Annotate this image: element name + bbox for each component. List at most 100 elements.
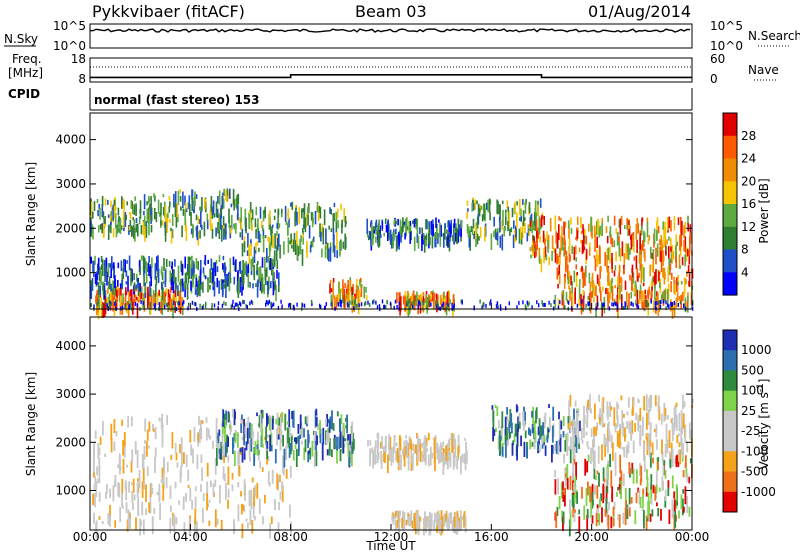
velocity-cell-5-209: [682, 470, 685, 478]
power-cell-2-234: [138, 260, 141, 273]
power-cell-1-66: [96, 290, 98, 299]
velocity-cell-1-80: [250, 423, 253, 441]
velocity-cell-0-99: [279, 474, 281, 482]
velocity-cell-3-50: [445, 514, 447, 522]
power-cell-4-114: [264, 206, 266, 219]
velocity-cell-6-18: [574, 447, 577, 452]
velocity-cell-6-142: [605, 438, 608, 447]
power-cell-9-17: [539, 218, 542, 228]
power-cell-9-166: [629, 247, 631, 255]
power-noise-191: [195, 302, 197, 307]
power-cell-4-154: [296, 230, 298, 247]
power-cell-9-140: [596, 220, 598, 236]
power-cell-10-110: [578, 298, 580, 307]
velocity-cell-6-178: [675, 414, 678, 431]
velocity-cell-1-137: [277, 434, 280, 440]
power-cell-9-7: [580, 239, 582, 244]
velocity-cell-0-223: [126, 519, 129, 532]
power-cell-0-118: [113, 205, 116, 219]
power-cell-9-11: [544, 246, 547, 258]
power-cell-9-154: [679, 235, 681, 252]
power-cell-6-82: [375, 236, 377, 243]
power-noise-9: [548, 300, 550, 305]
power-cell-10-54: [651, 285, 653, 291]
power-cell-4-4: [241, 228, 244, 240]
power-cell-4-100: [312, 236, 315, 242]
velocity-cell-0-277: [139, 518, 141, 536]
velocity-cell-0-92: [267, 471, 270, 485]
velocity-cell-1-52: [316, 435, 318, 446]
power-cell-2-208: [224, 269, 227, 285]
velocity-cell-6-14: [690, 429, 692, 441]
power-cell-9-196: [606, 248, 609, 254]
power-cell-9-206: [656, 217, 659, 227]
power-cell-6-68: [415, 218, 418, 229]
power-cell-6-152: [395, 220, 397, 225]
velocity-cell-3-27: [448, 516, 451, 529]
velocity-cell-5-27: [639, 462, 641, 476]
power-cell-8-39: [528, 230, 531, 237]
velocity-cell-2-148: [380, 450, 383, 464]
power-cell-0-44: [155, 212, 158, 223]
velocity-cell-4-103: [523, 441, 526, 457]
velocity-cell-0-222: [264, 494, 266, 504]
freq-right-tick-bottom: 0: [710, 72, 718, 86]
velocity-cell-4-123: [492, 427, 494, 442]
velocity-cell-6-159: [583, 422, 585, 438]
velocity-cell-6-45: [599, 408, 601, 426]
power-cell-2-225: [133, 273, 135, 281]
power-cell-8-71: [501, 200, 504, 204]
velocity-cell-4-30: [520, 435, 522, 447]
power-cell-9-263: [628, 220, 630, 225]
velocity-cell-5-62: [571, 492, 574, 507]
velocity-cell-4-124: [529, 429, 532, 437]
power-cell-4-172: [255, 229, 257, 239]
power-cell-0-9: [107, 214, 110, 218]
velocity-cell-6-82: [604, 437, 607, 441]
power-cell-4-145: [316, 207, 318, 212]
power-cell-2-333: [198, 276, 201, 285]
velocity-cell-6-83: [682, 443, 684, 459]
power-cell-6-81: [446, 229, 448, 234]
power-noise-171: [632, 302, 634, 307]
velocity-cell-4-139: [494, 404, 497, 409]
power-cell-1-129: [134, 294, 137, 303]
power-cell-9-194: [551, 235, 554, 249]
velocity-cell-4-111: [572, 435, 575, 453]
velocity-cell-0-73: [121, 505, 124, 509]
power-cell-2-205: [259, 276, 262, 291]
power-cell-9-34: [630, 234, 633, 247]
velocity-cell-1-72: [245, 441, 248, 451]
power-noise-256: [149, 304, 151, 309]
power-cell-2-203: [180, 260, 182, 271]
power-cell-8-41: [535, 212, 538, 226]
velocity-cell-5-75: [612, 506, 615, 516]
power-cell-2-44: [226, 274, 228, 287]
velocity-cell-5-144: [639, 496, 642, 508]
velocity-cell-3-116: [440, 512, 443, 520]
velocity-cell-0-57: [271, 469, 274, 484]
power-cell-0-72: [150, 207, 153, 222]
power-cell-5-34: [360, 285, 363, 297]
velocity-cell-1-171: [258, 415, 261, 428]
power-noise-65: [447, 303, 449, 308]
power-cell-4-35: [276, 230, 278, 236]
velocity-cell-5-116: [641, 507, 644, 512]
velocity-cell-0-93: [109, 514, 111, 527]
velocity-cell-1-214: [295, 449, 298, 467]
velocity-cell-2-46: [457, 435, 460, 445]
power-cell-4-138: [255, 206, 258, 216]
velocity-cell-5-128: [646, 515, 649, 522]
power-cell-10-194: [593, 283, 595, 297]
velocity-cell-0-6: [169, 485, 172, 499]
power-noise-10: [442, 301, 445, 306]
power-cell-0-73: [161, 220, 164, 226]
power-cell-8-106: [484, 225, 486, 242]
power-noise-249: [650, 299, 652, 304]
power-cell-4-43: [293, 232, 296, 241]
power-cell-1-38: [163, 301, 165, 308]
power-cell-9-256: [597, 255, 600, 264]
power-noise-234: [663, 299, 665, 304]
velocity-cell-1-98: [284, 413, 287, 431]
velocity-cell-6-19: [621, 410, 624, 428]
